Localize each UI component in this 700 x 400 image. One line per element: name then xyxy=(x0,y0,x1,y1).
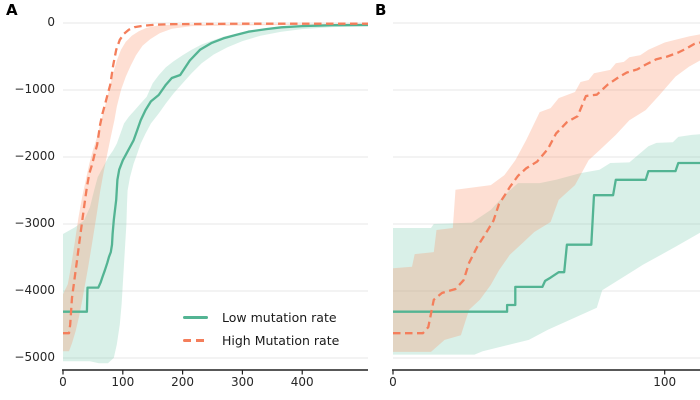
high-mutation-line xyxy=(63,22,368,335)
legend-label-low-mutation: Low mutation rate xyxy=(222,310,337,325)
x-tick-label: 200 xyxy=(171,375,195,389)
x-tick-label: 0 xyxy=(59,375,67,389)
low-mutation-line xyxy=(393,161,700,313)
legend-swatch-dashed-line xyxy=(183,339,208,342)
legend-item-low-mutation: Low mutation rate xyxy=(183,309,339,326)
panel-a-label: A xyxy=(6,1,18,19)
high-mutation-line xyxy=(393,41,700,335)
y-tick-label: 0 xyxy=(47,15,55,30)
y-tick-label: −1000 xyxy=(14,82,55,97)
low-mutation-line xyxy=(63,23,369,313)
legend-item-high-mutation: High Mutation rate xyxy=(183,332,339,349)
legend-swatch-solid-line xyxy=(183,316,208,319)
x-tick-label: 400 xyxy=(290,375,314,389)
y-tick-label: −3000 xyxy=(14,215,55,230)
x-tick-label: 100 xyxy=(653,375,677,389)
x-tick-label: 100 xyxy=(111,375,135,389)
panel-b-label: B xyxy=(375,1,387,19)
high-confidence-band xyxy=(393,34,700,352)
y-tick-label: −4000 xyxy=(14,282,55,297)
low-confidence-band xyxy=(393,134,700,355)
y-tick-label: −2000 xyxy=(14,149,55,163)
legend: Low mutation rate High Mutation rate xyxy=(183,309,339,349)
x-tick-label: 300 xyxy=(230,375,254,389)
low-confidence-band xyxy=(63,25,368,364)
x-tick-label: 0 xyxy=(389,375,397,389)
legend-label-high-mutation: High Mutation rate xyxy=(222,333,340,348)
y-tick-label: −5000 xyxy=(14,349,55,364)
